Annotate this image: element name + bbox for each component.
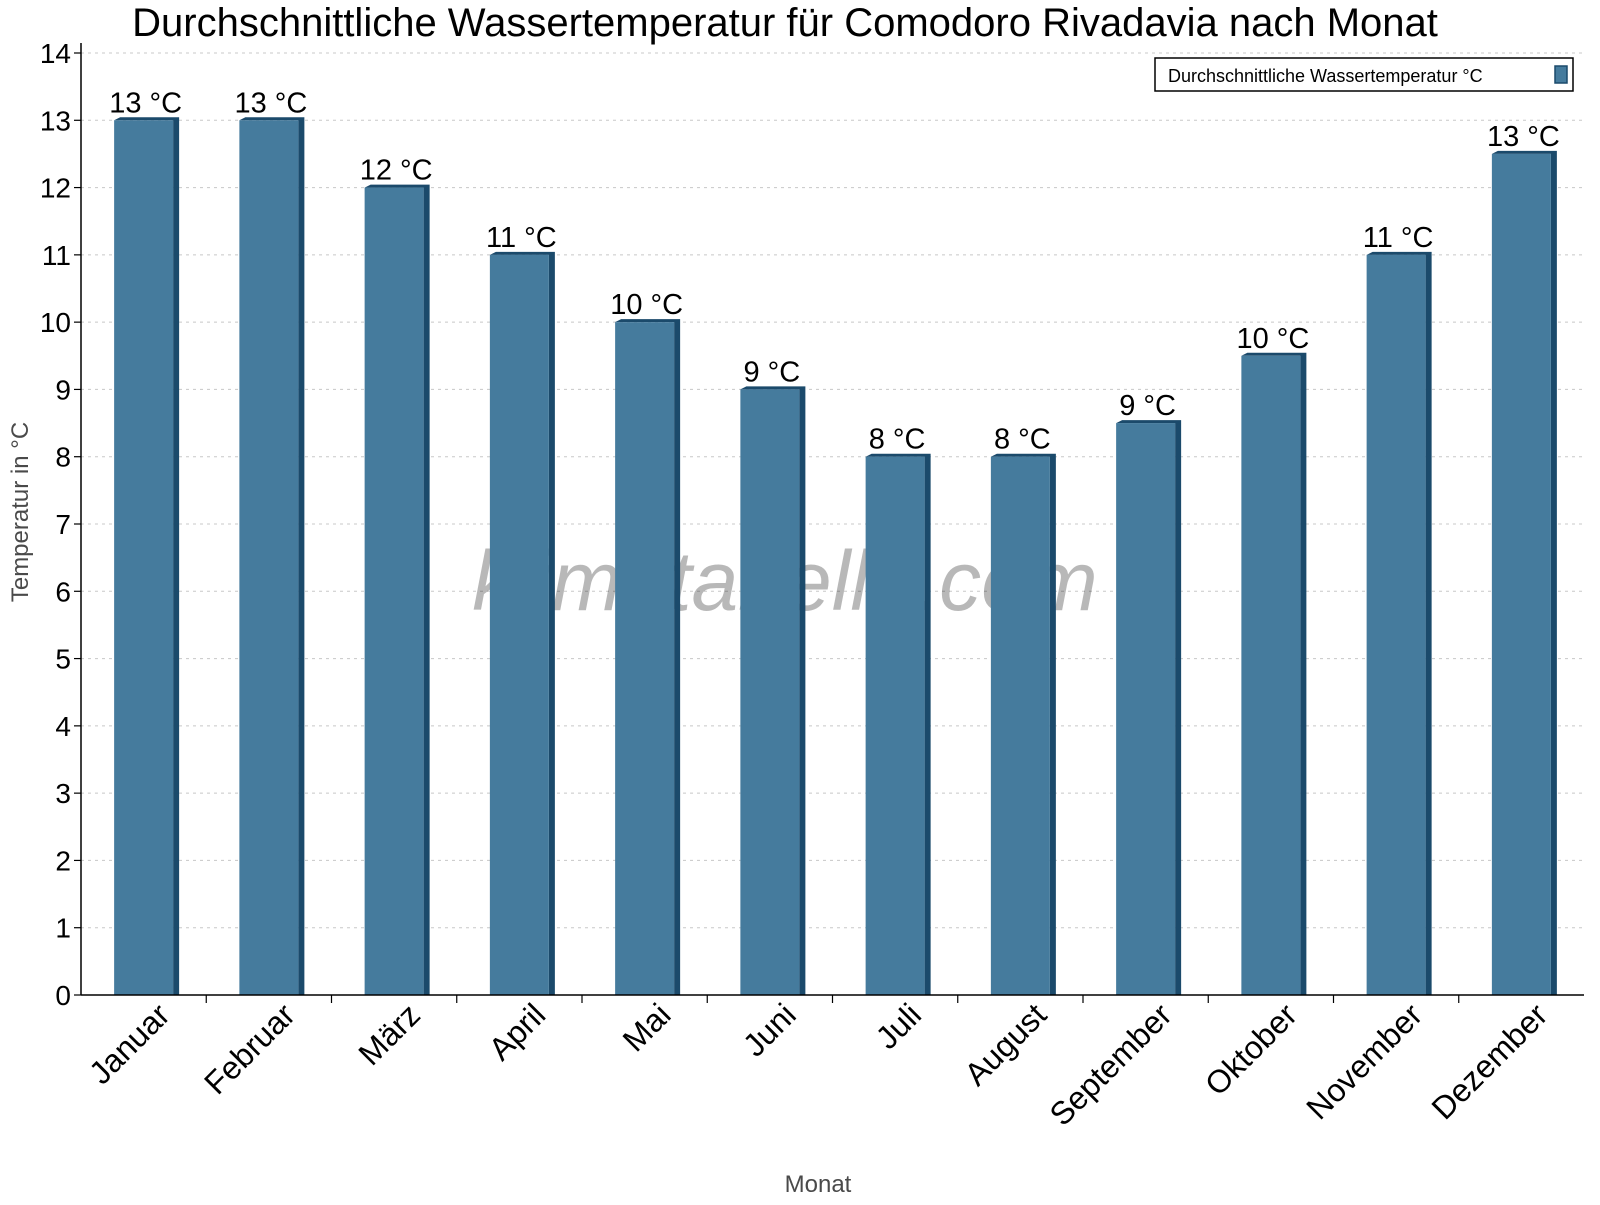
x-tick-label: Dezember (1424, 996, 1554, 1126)
x-tick-label: April (482, 996, 553, 1067)
bar (615, 322, 675, 996)
y-tick-label: 14 (40, 38, 71, 69)
x-tick-label: März (351, 996, 427, 1072)
y-axis-label: Temperatur in °C (7, 422, 34, 602)
x-tick-label: Februar (197, 996, 302, 1101)
y-tick-label: 6 (55, 576, 71, 607)
data-label: 11 °C (1363, 222, 1434, 254)
bars: 13 °C 13 °C 12 °C 11 °C 10 °C 9 °C 8 °C 8 °C 9 °… (109, 87, 1560, 996)
y-tick-label: 0 (55, 980, 71, 1011)
legend-label: Durchschnittliche Wassertemperatur °C (1168, 66, 1483, 86)
y-tick-label: 1 (55, 913, 71, 944)
y-tick-label: 11 (42, 240, 71, 271)
x-tick-label: Juni (736, 996, 803, 1063)
y-tick-label: 2 (55, 845, 71, 876)
x-tick-label: Oktober (1198, 996, 1304, 1102)
y-tick-label: 5 (55, 644, 71, 675)
chart-title: Durchschnittliche Wassertemperatur für C… (132, 1, 1438, 45)
bar (740, 389, 800, 995)
data-label: 13 °C (1487, 121, 1560, 153)
y-tick-label: 8 (55, 442, 71, 473)
data-label: 8 °C (994, 424, 1051, 456)
bar (364, 187, 424, 996)
bar (489, 254, 549, 995)
x-tick-label: November (1299, 996, 1429, 1126)
data-label: 11 °C (486, 222, 557, 254)
bar (1116, 423, 1176, 996)
y-tick-label: 9 (55, 374, 71, 405)
y-tick-label: 13 (40, 105, 71, 136)
y-tick-label: 4 (55, 711, 71, 742)
data-label: 13 °C (109, 87, 182, 119)
bar (990, 456, 1050, 995)
data-label: 10 °C (1236, 323, 1309, 355)
bar (865, 456, 925, 995)
data-label: 9 °C (744, 356, 801, 388)
x-tick-label: August (957, 996, 1053, 1092)
x-tick-label: Mai (616, 996, 678, 1058)
x-axis-label: Monat (785, 1171, 852, 1198)
data-label: 10 °C (610, 289, 683, 321)
y-tick-label: 12 (40, 173, 71, 204)
y-tick-label: 3 (55, 778, 71, 809)
legend-swatch (1554, 65, 1568, 84)
bar (114, 120, 174, 996)
data-label: 12 °C (360, 155, 433, 187)
x-tick-label: Januar (82, 996, 177, 1091)
data-label: 8 °C (869, 424, 926, 456)
gridlines (81, 52, 1584, 929)
y-tick-label: 10 (40, 307, 71, 338)
bar (1366, 254, 1426, 995)
bar (239, 120, 299, 996)
x-tick-label: Juli (869, 996, 928, 1055)
y-tick-label: 7 (55, 509, 71, 540)
bar (1241, 355, 1301, 995)
data-label: 13 °C (234, 87, 307, 119)
data-label: 9 °C (1119, 390, 1176, 422)
legend: Durchschnittliche Wassertemperatur °C (1154, 57, 1574, 92)
x-tick-label: September (1042, 996, 1178, 1132)
bar (1491, 153, 1551, 995)
